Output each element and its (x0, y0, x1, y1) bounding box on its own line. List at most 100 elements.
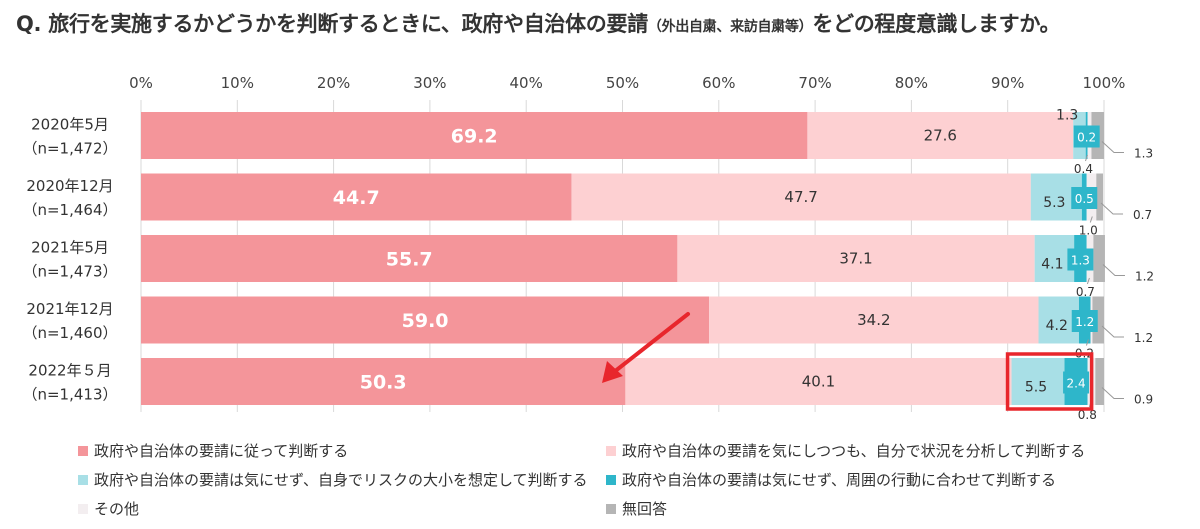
bar-segment (141, 173, 572, 221)
data-label: 1.3 (1071, 254, 1090, 268)
legend-swatch (606, 503, 616, 514)
legend-label: 無回答 (622, 500, 668, 518)
data-label: 0.4 (1074, 162, 1093, 176)
category-n-label: （n=1,413） (22, 386, 117, 404)
title-sub: （外出自粛、来訪自粛等） (647, 19, 813, 35)
data-label: 2.4 (1067, 377, 1086, 391)
legend-item: 政府や自治体の要請に従って判断する (78, 440, 348, 461)
title-tail: をどの程度意識しますか。 (812, 12, 1061, 36)
leader-line (1086, 277, 1090, 285)
legend-label: 政府や自治体の要請は気にせず、周囲の行動に合わせて判断する (622, 471, 1056, 489)
category-label: 2021年5月 (31, 239, 109, 257)
category-n-label: （n=1,464） (22, 201, 117, 219)
leader-line (1100, 202, 1124, 215)
data-label: 5.5 (1025, 380, 1047, 396)
x-tick-label: 80% (895, 74, 928, 92)
data-label: 69.2 (451, 126, 498, 148)
data-label: 37.1 (839, 250, 872, 268)
data-label: 50.3 (360, 372, 407, 394)
bar-segment (141, 112, 808, 159)
bar-segment (571, 173, 1031, 221)
title-main: Q. 旅行を実施するかどうかを判断するときに、政府や自治体の要請 (16, 12, 648, 36)
legend-label: 政府や自治体の要請は気にせず、自身でリスクの大小を想定して判断する (94, 471, 588, 489)
bar-segment (709, 296, 1039, 344)
chart-title: Q. 旅行を実施するかどうかを判断するときに、政府や自治体の要請（外出自粛、来訪… (16, 8, 1061, 38)
data-label: 0.9 (1134, 393, 1153, 407)
x-tick-label: 20% (317, 74, 350, 92)
data-label-box (1071, 310, 1098, 332)
data-label: 0.7 (1133, 208, 1152, 222)
legend-swatch (78, 503, 88, 514)
x-tick-label: 50% (606, 74, 639, 92)
x-tick-label: 100% (1083, 74, 1126, 92)
legend-item: その他 (78, 498, 139, 519)
bar-segment (625, 358, 1012, 405)
data-label: 34.2 (857, 311, 890, 329)
data-label: 40.1 (802, 373, 835, 391)
x-tick-label: 40% (510, 74, 543, 92)
legend-item: 政府や自治体の要請を気にしつつも、自分で状況を分析して判断する (606, 440, 1085, 461)
data-label-box (1063, 371, 1090, 394)
data-label: 5.3 (1043, 195, 1065, 211)
data-label: 0.8 (1078, 408, 1097, 422)
data-label: 0.7 (1076, 285, 1095, 299)
data-label: 44.7 (333, 187, 380, 209)
data-label: 0.5 (1075, 192, 1094, 206)
category-n-label: （n=1,460） (22, 324, 117, 342)
bar-segment (807, 112, 1074, 159)
data-label: 1.3 (1056, 108, 1078, 124)
legend-label: 政府や自治体の要請を気にしつつも、自分で状況を分析して判断する (622, 442, 1086, 460)
category-n-label: （n=1,473） (22, 263, 117, 281)
category-label: 2020年12月 (26, 177, 113, 195)
data-label: 1.3 (1134, 147, 1153, 161)
bar-segment (141, 358, 626, 405)
legend-swatch (606, 445, 616, 456)
category-label: 2022年５月 (28, 362, 111, 380)
leader-line (1101, 325, 1124, 338)
bar-segment (141, 235, 678, 282)
leader-line (1101, 387, 1124, 399)
x-tick-label: 90% (991, 74, 1024, 92)
leader-line (1101, 141, 1124, 153)
x-tick-label: 0% (129, 74, 153, 92)
bar-segment (141, 296, 710, 344)
data-label-box (1071, 187, 1098, 209)
legend-swatch (78, 474, 88, 485)
data-label: 55.7 (386, 249, 433, 271)
category-n-label: （n=1,472） (22, 140, 117, 158)
data-label: 1.2 (1135, 270, 1154, 284)
data-label: 4.2 (1046, 318, 1068, 334)
leader-line (1085, 154, 1088, 162)
data-label-box (1073, 125, 1100, 148)
data-label: 4.1 (1041, 257, 1063, 273)
data-label-box (1067, 248, 1094, 271)
bar-segment (1095, 358, 1104, 405)
leader-line (1102, 264, 1125, 276)
data-label: 1.0 (1079, 224, 1098, 238)
legend-item: 政府や自治体の要請は気にせず、周囲の行動に合わせて判断する (606, 469, 1056, 490)
category-label: 2020年5月 (31, 116, 109, 134)
data-label: 59.0 (402, 310, 449, 332)
data-label: 27.6 (924, 127, 957, 145)
leader-line (1085, 339, 1089, 346)
bar-segment (1092, 296, 1104, 344)
data-label: 47.7 (784, 188, 817, 206)
bar-segment (1096, 173, 1104, 221)
leader-line (1089, 216, 1093, 223)
data-label: 1.2 (1134, 331, 1153, 345)
highlight-box (1005, 352, 1094, 411)
bar-segment (677, 235, 1035, 282)
legend-swatch (606, 474, 616, 485)
x-tick-label: 30% (413, 74, 446, 92)
arrow-shaft (612, 312, 690, 374)
legend-item: 政府や自治体の要請は気にせず、自身でリスクの大小を想定して判断する (78, 469, 588, 490)
arrow-head (602, 361, 623, 383)
legend-item: 無回答 (606, 498, 667, 519)
x-tick-label: 10% (221, 74, 254, 92)
legend-swatch (78, 445, 88, 456)
bar-segment (1093, 235, 1105, 282)
x-tick-label: 70% (798, 74, 831, 92)
bar-segment (1011, 358, 1065, 405)
data-label: 1.2 (1075, 315, 1094, 329)
